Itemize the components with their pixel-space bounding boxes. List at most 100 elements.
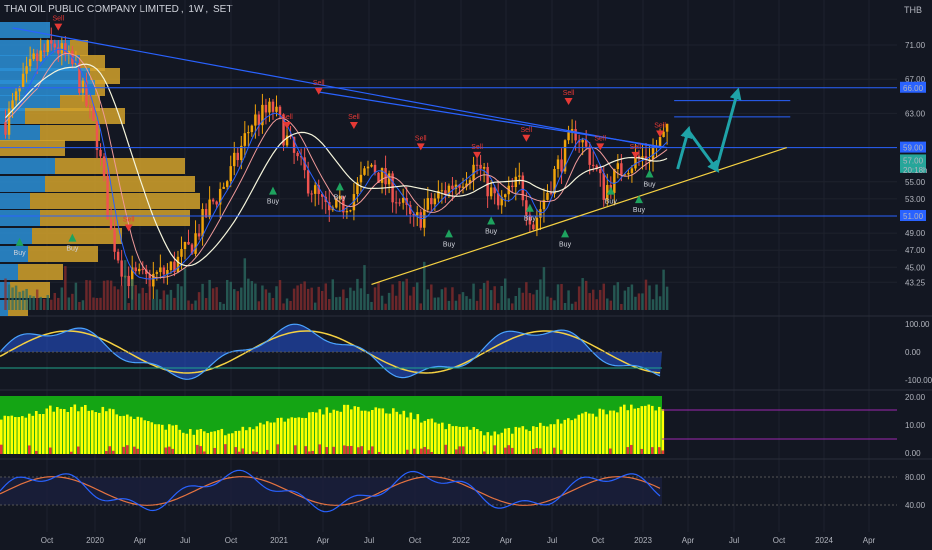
volume-bar [507,298,510,310]
volume-bar [503,278,507,310]
buy-label: Buy [267,199,280,206]
buy-marker [268,186,277,195]
candle-body [162,267,166,275]
symbol-name[interactable]: THAI OIL PUBLIC COMPANY LIMITED [4,4,179,15]
buy-marker [561,229,570,238]
buy-marker [444,229,453,238]
volume-oscillator-bar [273,422,276,454]
volume-oscillator-bar [150,422,154,454]
candle-body [542,199,546,210]
interval-label[interactable]: 1W [188,4,204,15]
volume-bar [292,288,296,310]
volume-oscillator-bar [192,434,196,454]
volume-oscillator-bar [17,417,21,454]
candle-body [599,169,602,174]
volume-oscillator-bar [168,424,171,454]
volume-oscillator-bar [266,421,269,454]
volume-oscillator-bar [255,426,259,454]
buy-label: Buy [443,241,456,248]
candle-body [7,108,11,135]
volume-oscillator-bar [595,416,598,454]
candle-body [489,187,493,197]
volume-bar [278,280,282,310]
volume-bar [18,291,21,310]
volume-oscillator-bar [357,406,360,454]
volume-bar [152,298,155,310]
volume-bar [50,299,53,310]
volume-oscillator-bar [304,418,308,454]
volume-bar [511,303,514,310]
volume-bar [468,298,472,310]
candle-body [479,164,482,169]
volume-oscillator-bar [395,411,399,454]
candle-body [595,165,598,170]
volume-oscillator-red-bar [168,446,171,454]
volume-oscillator-red-bar [360,446,364,454]
candle-body [493,187,496,194]
volume-oscillator-bar [343,404,346,454]
candle-body [176,256,180,273]
volume-bar [328,299,331,310]
volume-bar [25,288,28,310]
volume-oscillator-bar [10,415,14,454]
volume-oscillator-bar [318,409,322,454]
volume-oscillator-bar [91,410,94,454]
volume-bar [173,297,176,310]
volume-bar [46,295,49,310]
volume-oscillator-bar [94,412,98,454]
candle-body [352,194,356,211]
volume-bar [176,283,180,310]
volume-oscillator-bar [493,431,497,454]
volume-bar [155,289,159,310]
sell-label: Sell [594,135,606,142]
volume-bar [271,297,275,310]
candle-body [458,184,461,188]
volume-oscillator-bar [567,418,570,454]
volume-oscillator-bar [483,435,486,454]
time-tick-label: Apr [134,536,147,545]
volume-oscillator-bar [542,425,546,454]
candle-body [282,115,285,146]
candle-body [78,63,81,93]
oscillator-area [0,324,662,380]
volume-oscillator-bar [612,410,616,454]
time-tick-label: 2022 [452,536,470,545]
volume-oscillator-bar [157,424,161,454]
sell-marker [564,98,573,106]
candle-body [416,212,419,216]
candle-body [74,63,78,65]
volume-bar [208,279,211,310]
volume-bar [370,301,373,310]
volume-bar [454,300,458,310]
volume-oscillator-bar [486,432,490,454]
buy-label: Buy [605,199,618,206]
volume-oscillator-red-bar [234,447,238,454]
candle-body [21,73,25,87]
volume-bar [472,283,475,310]
candle-body [426,198,430,210]
volume-bar [317,286,320,310]
volume-oscillator-bar [70,407,73,454]
candle-body [380,168,384,183]
volume-bar [556,284,560,310]
volume-oscillator-bar [63,409,66,454]
volume-oscillator-bar [84,404,87,454]
time-tick-label: Oct [225,536,238,545]
candle-body [180,249,183,257]
volume-oscillator-bar [294,417,297,454]
volume-oscillator-bar [98,412,101,454]
candle-body [11,100,14,109]
volume-bar [623,290,627,310]
candle-body [303,157,306,171]
volume-oscillator-bar [437,423,441,454]
volume-bar [570,303,574,310]
volume-oscillator-bar [3,415,7,454]
volume-bar [606,298,609,310]
sell-marker [596,143,605,151]
currency-label: THB [904,5,922,15]
candle-body [159,267,162,273]
candle-body [113,229,116,252]
volume-profile-bar [80,55,105,71]
candle-body [106,176,109,220]
